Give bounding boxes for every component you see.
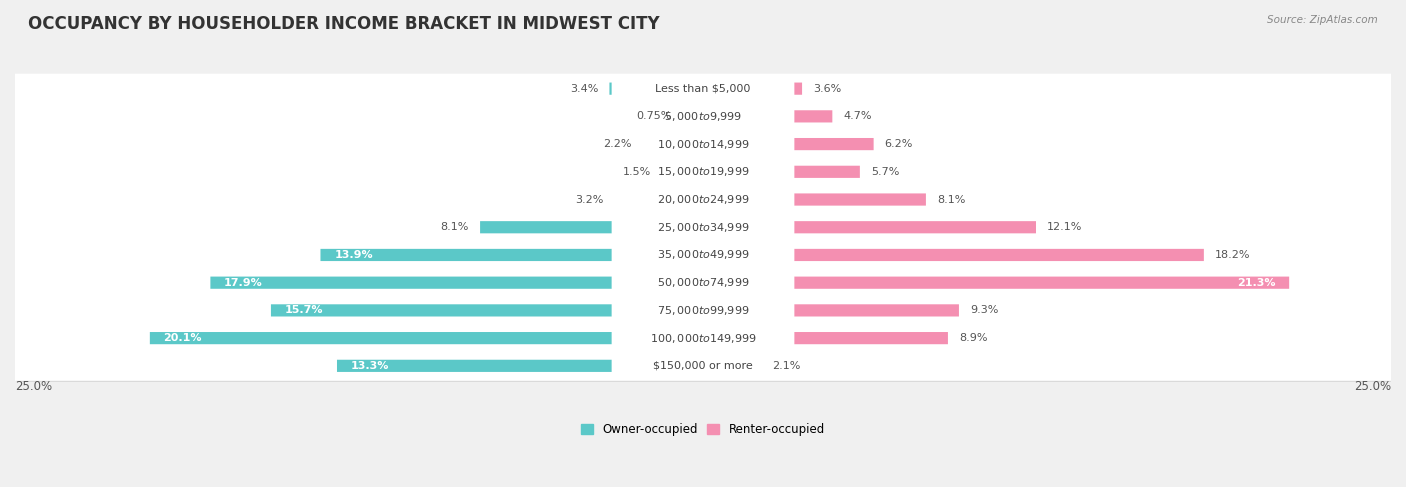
Text: 6.2%: 6.2% <box>884 139 912 149</box>
Text: $50,000 to $74,999: $50,000 to $74,999 <box>657 276 749 289</box>
FancyBboxPatch shape <box>11 185 1395 214</box>
FancyBboxPatch shape <box>612 162 794 181</box>
FancyBboxPatch shape <box>612 329 794 348</box>
FancyBboxPatch shape <box>703 249 1204 261</box>
Text: 8.9%: 8.9% <box>959 333 987 343</box>
Text: $75,000 to $99,999: $75,000 to $99,999 <box>657 304 749 317</box>
FancyBboxPatch shape <box>643 138 703 150</box>
FancyBboxPatch shape <box>11 129 1395 159</box>
FancyBboxPatch shape <box>703 138 873 150</box>
FancyBboxPatch shape <box>612 356 794 375</box>
Text: 17.9%: 17.9% <box>224 278 263 288</box>
FancyBboxPatch shape <box>15 297 1399 326</box>
FancyBboxPatch shape <box>612 245 794 264</box>
Text: $35,000 to $49,999: $35,000 to $49,999 <box>657 248 749 262</box>
FancyBboxPatch shape <box>15 75 1399 105</box>
Text: 3.4%: 3.4% <box>569 84 599 94</box>
FancyBboxPatch shape <box>612 218 794 237</box>
Text: Source: ZipAtlas.com: Source: ZipAtlas.com <box>1267 15 1378 25</box>
FancyBboxPatch shape <box>612 301 794 320</box>
FancyBboxPatch shape <box>703 360 761 372</box>
FancyBboxPatch shape <box>614 193 703 206</box>
Text: 25.0%: 25.0% <box>15 380 52 393</box>
FancyBboxPatch shape <box>15 241 1399 271</box>
FancyBboxPatch shape <box>682 110 703 122</box>
FancyBboxPatch shape <box>11 157 1395 187</box>
FancyBboxPatch shape <box>15 269 1399 299</box>
Text: 25.0%: 25.0% <box>1354 380 1391 393</box>
Text: $150,000 or more: $150,000 or more <box>654 361 752 371</box>
FancyBboxPatch shape <box>15 213 1399 244</box>
Text: 5.7%: 5.7% <box>870 167 900 177</box>
Text: $20,000 to $24,999: $20,000 to $24,999 <box>657 193 749 206</box>
Text: $100,000 to $149,999: $100,000 to $149,999 <box>650 332 756 345</box>
Text: 12.1%: 12.1% <box>1047 222 1083 232</box>
FancyBboxPatch shape <box>703 166 860 178</box>
Text: $10,000 to $14,999: $10,000 to $14,999 <box>657 138 749 150</box>
Text: 21.3%: 21.3% <box>1237 278 1275 288</box>
FancyBboxPatch shape <box>703 277 1289 289</box>
Text: 15.7%: 15.7% <box>284 305 323 316</box>
Text: 3.2%: 3.2% <box>575 194 605 205</box>
FancyBboxPatch shape <box>11 296 1395 325</box>
FancyBboxPatch shape <box>11 101 1395 131</box>
FancyBboxPatch shape <box>612 107 794 126</box>
Text: 3.6%: 3.6% <box>813 84 841 94</box>
Text: 13.9%: 13.9% <box>335 250 373 260</box>
FancyBboxPatch shape <box>703 221 1036 233</box>
Text: Less than $5,000: Less than $5,000 <box>655 84 751 94</box>
Text: $5,000 to $9,999: $5,000 to $9,999 <box>664 110 742 123</box>
FancyBboxPatch shape <box>15 186 1399 216</box>
Legend: Owner-occupied, Renter-occupied: Owner-occupied, Renter-occupied <box>576 418 830 440</box>
FancyBboxPatch shape <box>662 166 703 178</box>
FancyBboxPatch shape <box>211 277 703 289</box>
FancyBboxPatch shape <box>11 351 1395 381</box>
FancyBboxPatch shape <box>609 83 703 95</box>
FancyBboxPatch shape <box>612 135 794 153</box>
FancyBboxPatch shape <box>703 304 959 317</box>
Text: 2.2%: 2.2% <box>603 139 631 149</box>
FancyBboxPatch shape <box>11 268 1395 298</box>
Text: 8.1%: 8.1% <box>440 222 470 232</box>
FancyBboxPatch shape <box>612 190 794 209</box>
FancyBboxPatch shape <box>703 110 832 122</box>
Text: 8.1%: 8.1% <box>936 194 966 205</box>
FancyBboxPatch shape <box>150 332 703 344</box>
Text: 18.2%: 18.2% <box>1215 250 1250 260</box>
FancyBboxPatch shape <box>612 273 794 292</box>
FancyBboxPatch shape <box>11 74 1395 104</box>
Text: $25,000 to $34,999: $25,000 to $34,999 <box>657 221 749 234</box>
Text: 9.3%: 9.3% <box>970 305 998 316</box>
FancyBboxPatch shape <box>15 102 1399 132</box>
FancyBboxPatch shape <box>15 130 1399 160</box>
Text: 0.75%: 0.75% <box>636 112 671 121</box>
Text: 4.7%: 4.7% <box>844 112 872 121</box>
Text: OCCUPANCY BY HOUSEHOLDER INCOME BRACKET IN MIDWEST CITY: OCCUPANCY BY HOUSEHOLDER INCOME BRACKET … <box>28 15 659 33</box>
Text: 13.3%: 13.3% <box>350 361 389 371</box>
FancyBboxPatch shape <box>337 360 703 372</box>
FancyBboxPatch shape <box>703 193 927 206</box>
Text: 20.1%: 20.1% <box>163 333 202 343</box>
FancyBboxPatch shape <box>321 249 703 261</box>
FancyBboxPatch shape <box>11 323 1395 353</box>
FancyBboxPatch shape <box>271 304 703 317</box>
Text: 2.1%: 2.1% <box>772 361 800 371</box>
FancyBboxPatch shape <box>11 212 1395 242</box>
FancyBboxPatch shape <box>15 158 1399 188</box>
Text: $15,000 to $19,999: $15,000 to $19,999 <box>657 165 749 178</box>
FancyBboxPatch shape <box>15 352 1399 382</box>
FancyBboxPatch shape <box>703 83 801 95</box>
FancyBboxPatch shape <box>15 324 1399 354</box>
FancyBboxPatch shape <box>11 240 1395 270</box>
FancyBboxPatch shape <box>612 79 794 98</box>
FancyBboxPatch shape <box>703 332 948 344</box>
Text: 1.5%: 1.5% <box>623 167 651 177</box>
FancyBboxPatch shape <box>479 221 703 233</box>
